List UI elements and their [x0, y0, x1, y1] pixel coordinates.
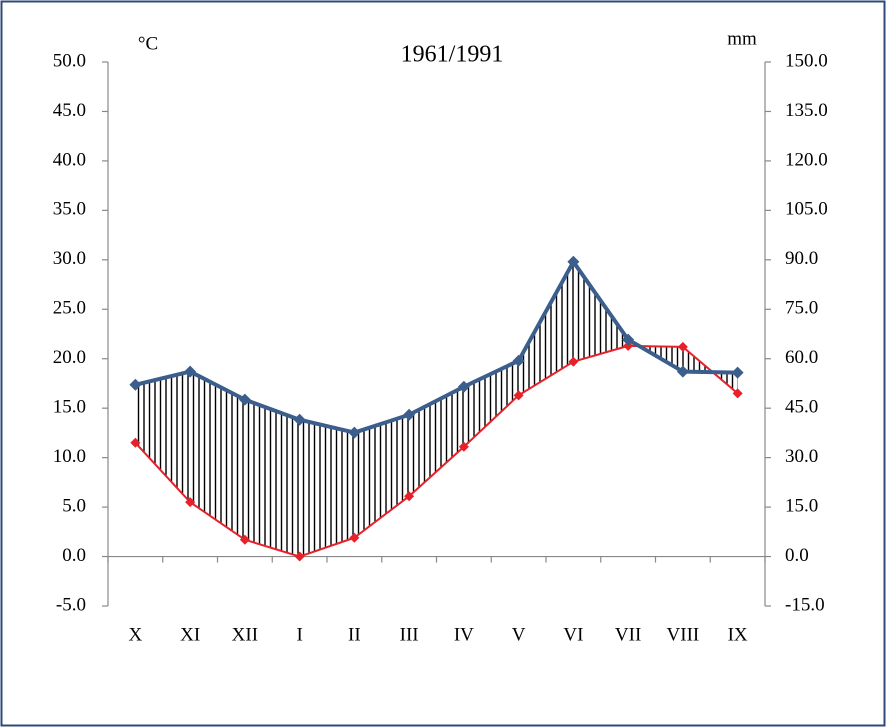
point: [567, 255, 580, 268]
y-tick-label: 40.0: [53, 149, 86, 170]
point: [512, 354, 525, 367]
point: [185, 497, 196, 508]
y-axis-label: °C: [138, 33, 158, 54]
y2-tick-label: 15.0: [785, 495, 818, 516]
y2-tick-label: 150.0: [785, 50, 828, 71]
point: [568, 356, 579, 367]
point: [403, 408, 416, 421]
x-tick-label: I: [296, 624, 302, 645]
point: [238, 393, 251, 406]
point: [457, 380, 470, 393]
point: [349, 532, 360, 543]
y2-axis-label: mm: [727, 28, 757, 49]
point: [184, 365, 197, 378]
x-tick-label: IX: [728, 624, 748, 645]
series-line: [134, 259, 738, 435]
y2-tick-label: 0.0: [785, 545, 809, 566]
y-tick-label: 30.0: [53, 248, 86, 269]
y2-tick-label: 60.0: [785, 347, 818, 368]
x-tick-label: II: [348, 624, 361, 645]
x-tick-label: IV: [454, 624, 474, 645]
point: [293, 413, 306, 426]
y-tick-label: 20.0: [53, 347, 86, 368]
y2-tick-label: 90.0: [785, 248, 818, 269]
y2-tick-label: 30.0: [785, 446, 818, 467]
point: [732, 388, 743, 399]
point: [677, 341, 688, 352]
point: [513, 390, 524, 401]
point: [458, 441, 469, 452]
point: [130, 437, 141, 448]
point: [404, 491, 415, 502]
y2-tick-label: -15.0: [785, 594, 825, 615]
y-tick-label: 25.0: [53, 298, 86, 319]
point: [731, 366, 744, 379]
y-tick-label: 50.0: [53, 50, 86, 71]
x-tick-label: XII: [232, 624, 258, 645]
y2-tick-label: 135.0: [785, 100, 828, 121]
y-tick-label: 45.0: [53, 100, 86, 121]
y-tick-label: 0.0: [62, 545, 86, 566]
x-tick-label: III: [400, 624, 419, 645]
point: [129, 378, 142, 391]
point: [239, 534, 250, 545]
y2-tick-label: 45.0: [785, 397, 818, 418]
point: [622, 333, 635, 346]
plot: -5.0 0.0 5.0 10.0 15.0 20.0 25.0 30.0 35.0 40.0 45…: [53, 50, 828, 645]
y-tick-label: 10.0: [53, 446, 86, 467]
x-tick-label: VI: [563, 624, 583, 645]
y2-tick-label: 105.0: [785, 199, 828, 220]
x-tick-label: XI: [180, 624, 200, 645]
y-tick-label: -5.0: [56, 594, 86, 615]
y-tick-label: 5.0: [62, 495, 86, 516]
point: [348, 426, 361, 439]
hatch-area: [135, 261, 738, 557]
y-tick-label: 15.0: [53, 397, 86, 418]
x-tick-label: X: [129, 624, 143, 645]
point: [676, 365, 689, 378]
y2-tick-label: 75.0: [785, 298, 818, 319]
x-tick-label: VII: [615, 624, 641, 645]
y-tick-label: 35.0: [53, 199, 86, 220]
x-tick-label: V: [512, 624, 526, 645]
point: [294, 551, 305, 562]
x-tick-label: VIII: [667, 624, 700, 645]
y2-tick-label: 120.0: [785, 149, 828, 170]
chart-title: 1961/1991: [401, 42, 504, 68]
